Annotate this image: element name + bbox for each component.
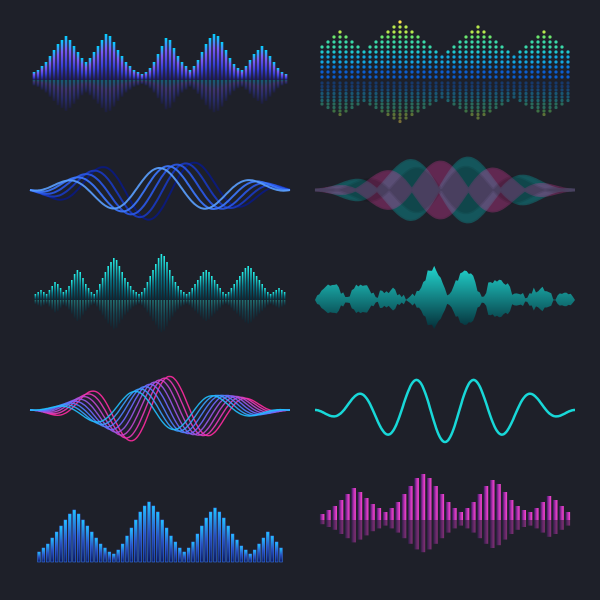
ribbon-wave-pink [30,376,290,440]
eq-bars-gradient-1 [33,34,288,112]
waveform-canvas [0,0,600,600]
cyan-line-wave [315,380,575,442]
blob-wave-trio [315,158,575,222]
spiky-cyan-wave [315,266,575,329]
skyline-bars [38,502,283,562]
ribbon-wave-blue [30,163,290,220]
dense-cyan-bars [35,254,286,332]
dot-equalizer [320,20,569,123]
chunky-bars-pink [320,474,570,552]
